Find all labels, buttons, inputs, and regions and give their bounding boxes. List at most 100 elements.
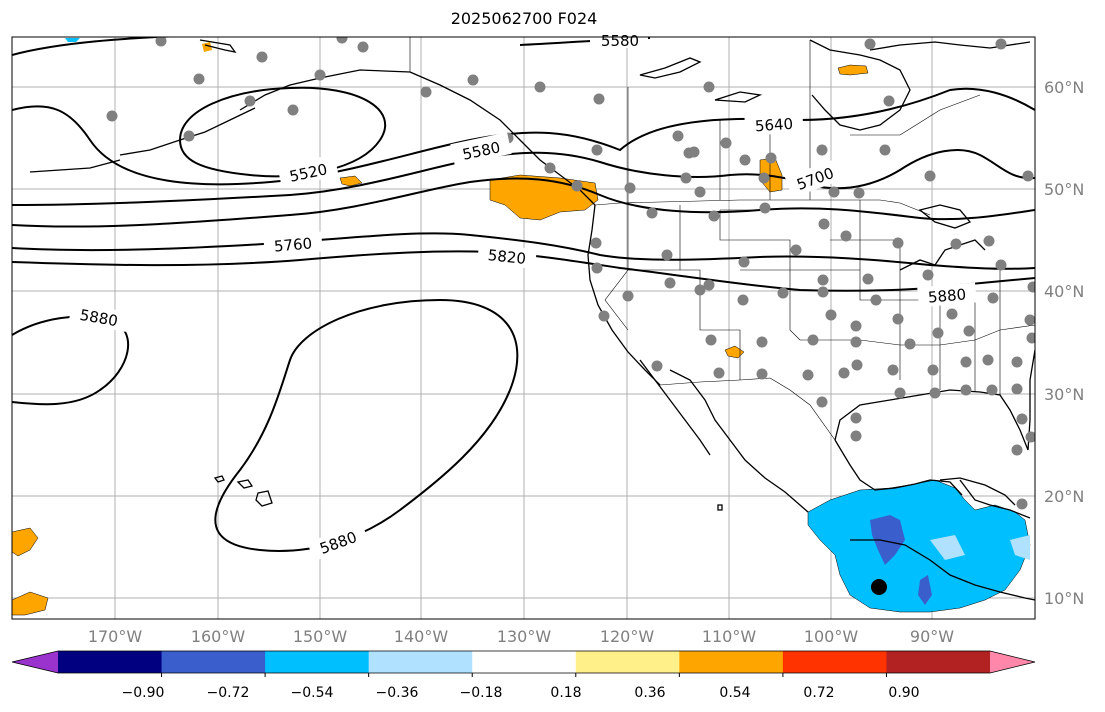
station-dot xyxy=(862,273,874,285)
station-dot xyxy=(825,309,837,321)
latitude-labels: 60°N 50°N 40°N 30°N 20°N 10°N xyxy=(1044,78,1084,608)
map-title: 2025062700 F024 xyxy=(450,9,598,28)
station-dot xyxy=(828,186,840,198)
lat-label: 30°N xyxy=(1044,385,1084,404)
storm-center-marker xyxy=(871,579,887,595)
anomaly-fill-pacific-nw xyxy=(12,38,869,616)
colorbar-outline xyxy=(11,650,1036,674)
station-dot xyxy=(850,430,862,442)
map-frame xyxy=(11,36,1036,620)
station-dot xyxy=(892,313,904,325)
station-dot xyxy=(817,274,829,286)
station-dot xyxy=(870,294,882,306)
lon-label: 130°W xyxy=(497,627,552,646)
station-dot xyxy=(950,238,962,250)
station-dot xyxy=(336,37,348,44)
station-dot xyxy=(995,259,1007,271)
station-dot xyxy=(651,360,663,372)
station-dot xyxy=(904,338,916,350)
station-dot xyxy=(963,325,975,337)
station-dot xyxy=(982,354,994,366)
station-dot xyxy=(590,237,602,249)
station-dot xyxy=(892,237,904,249)
station-dot xyxy=(708,210,720,222)
colorbar-segment xyxy=(368,651,473,673)
longitude-labels: 170°W 160°W 150°W 140°W 130°W 120°W 110°… xyxy=(88,627,954,646)
station-dot xyxy=(256,51,268,63)
station-dot xyxy=(357,41,369,53)
lon-label: 150°W xyxy=(293,627,348,646)
contour-label: 5820 xyxy=(487,246,527,268)
station-dot xyxy=(183,130,195,142)
station-dot xyxy=(664,277,676,289)
colorbar-segment xyxy=(679,651,784,673)
colorbar-segment xyxy=(161,651,266,673)
station-dot xyxy=(995,38,1007,50)
colorbar-tick-labels: −0.90 −0.72 −0.54 −0.36 −0.18 0.18 0.36 … xyxy=(122,685,920,701)
lon-label: 90°W xyxy=(910,627,954,646)
station-dot xyxy=(777,287,789,299)
station-dot xyxy=(694,186,706,198)
colorbar-tick-label: −0.72 xyxy=(207,685,250,701)
station-dot xyxy=(688,146,700,158)
colorbar-segment xyxy=(886,651,991,673)
colorbar-tick-label: 0.90 xyxy=(888,685,919,701)
station-dot xyxy=(106,110,118,122)
station-dot xyxy=(818,218,830,230)
colorbar-extend-max xyxy=(990,651,1035,673)
station-dot xyxy=(1027,281,1035,293)
station-dot xyxy=(287,104,299,116)
station-dot xyxy=(713,367,725,379)
station-dot xyxy=(883,95,895,107)
colorbar xyxy=(11,650,1036,677)
station-dot xyxy=(927,364,939,376)
station-dot xyxy=(646,207,658,219)
colorbar-tick-label: 0.72 xyxy=(803,685,834,701)
colorbar-segment xyxy=(782,651,887,673)
station-dot xyxy=(193,73,205,85)
colorbar-tick-label: 0.36 xyxy=(634,685,665,701)
lat-label: 10°N xyxy=(1044,589,1084,608)
station-dot xyxy=(1016,498,1028,510)
station-dot xyxy=(1016,413,1028,425)
station-dot xyxy=(680,172,692,184)
station-dot xyxy=(879,144,891,156)
station-dot xyxy=(816,144,828,156)
station-dot xyxy=(1011,444,1023,456)
station-dot xyxy=(1024,314,1035,326)
station-dot xyxy=(544,162,556,174)
station-dot xyxy=(887,364,899,376)
lon-label: 110°W xyxy=(702,627,757,646)
station-dot xyxy=(853,187,865,199)
station-dot xyxy=(756,368,768,380)
station-dot xyxy=(807,334,819,346)
anomaly-fill-central-america xyxy=(807,479,1031,613)
station-dot xyxy=(1026,332,1035,344)
station-dot xyxy=(244,95,256,107)
station-dot xyxy=(739,154,751,166)
station-dot xyxy=(1025,431,1035,443)
station-dot xyxy=(672,130,684,142)
station-dot xyxy=(622,290,634,302)
station-dot xyxy=(983,235,995,247)
station-dot xyxy=(816,396,828,408)
station-dot xyxy=(593,93,605,105)
colorbar-tick-label: 0.18 xyxy=(550,685,581,701)
lon-label: 120°W xyxy=(600,627,655,646)
station-dot xyxy=(756,336,768,348)
station-dot xyxy=(598,310,610,322)
station-dot xyxy=(932,327,944,339)
station-dot xyxy=(661,249,673,261)
station-dot xyxy=(960,384,972,396)
station-dot xyxy=(838,367,850,379)
contour-label: 5580 xyxy=(601,32,639,50)
colorbar-segment xyxy=(265,651,370,673)
lon-label: 170°W xyxy=(88,627,143,646)
lat-label: 60°N xyxy=(1044,78,1084,97)
station-dot xyxy=(534,81,546,93)
colorbar-tick-label: −0.36 xyxy=(376,685,419,701)
lon-label: 100°W xyxy=(804,627,859,646)
station-dot xyxy=(759,202,771,214)
station-dot xyxy=(624,182,636,194)
